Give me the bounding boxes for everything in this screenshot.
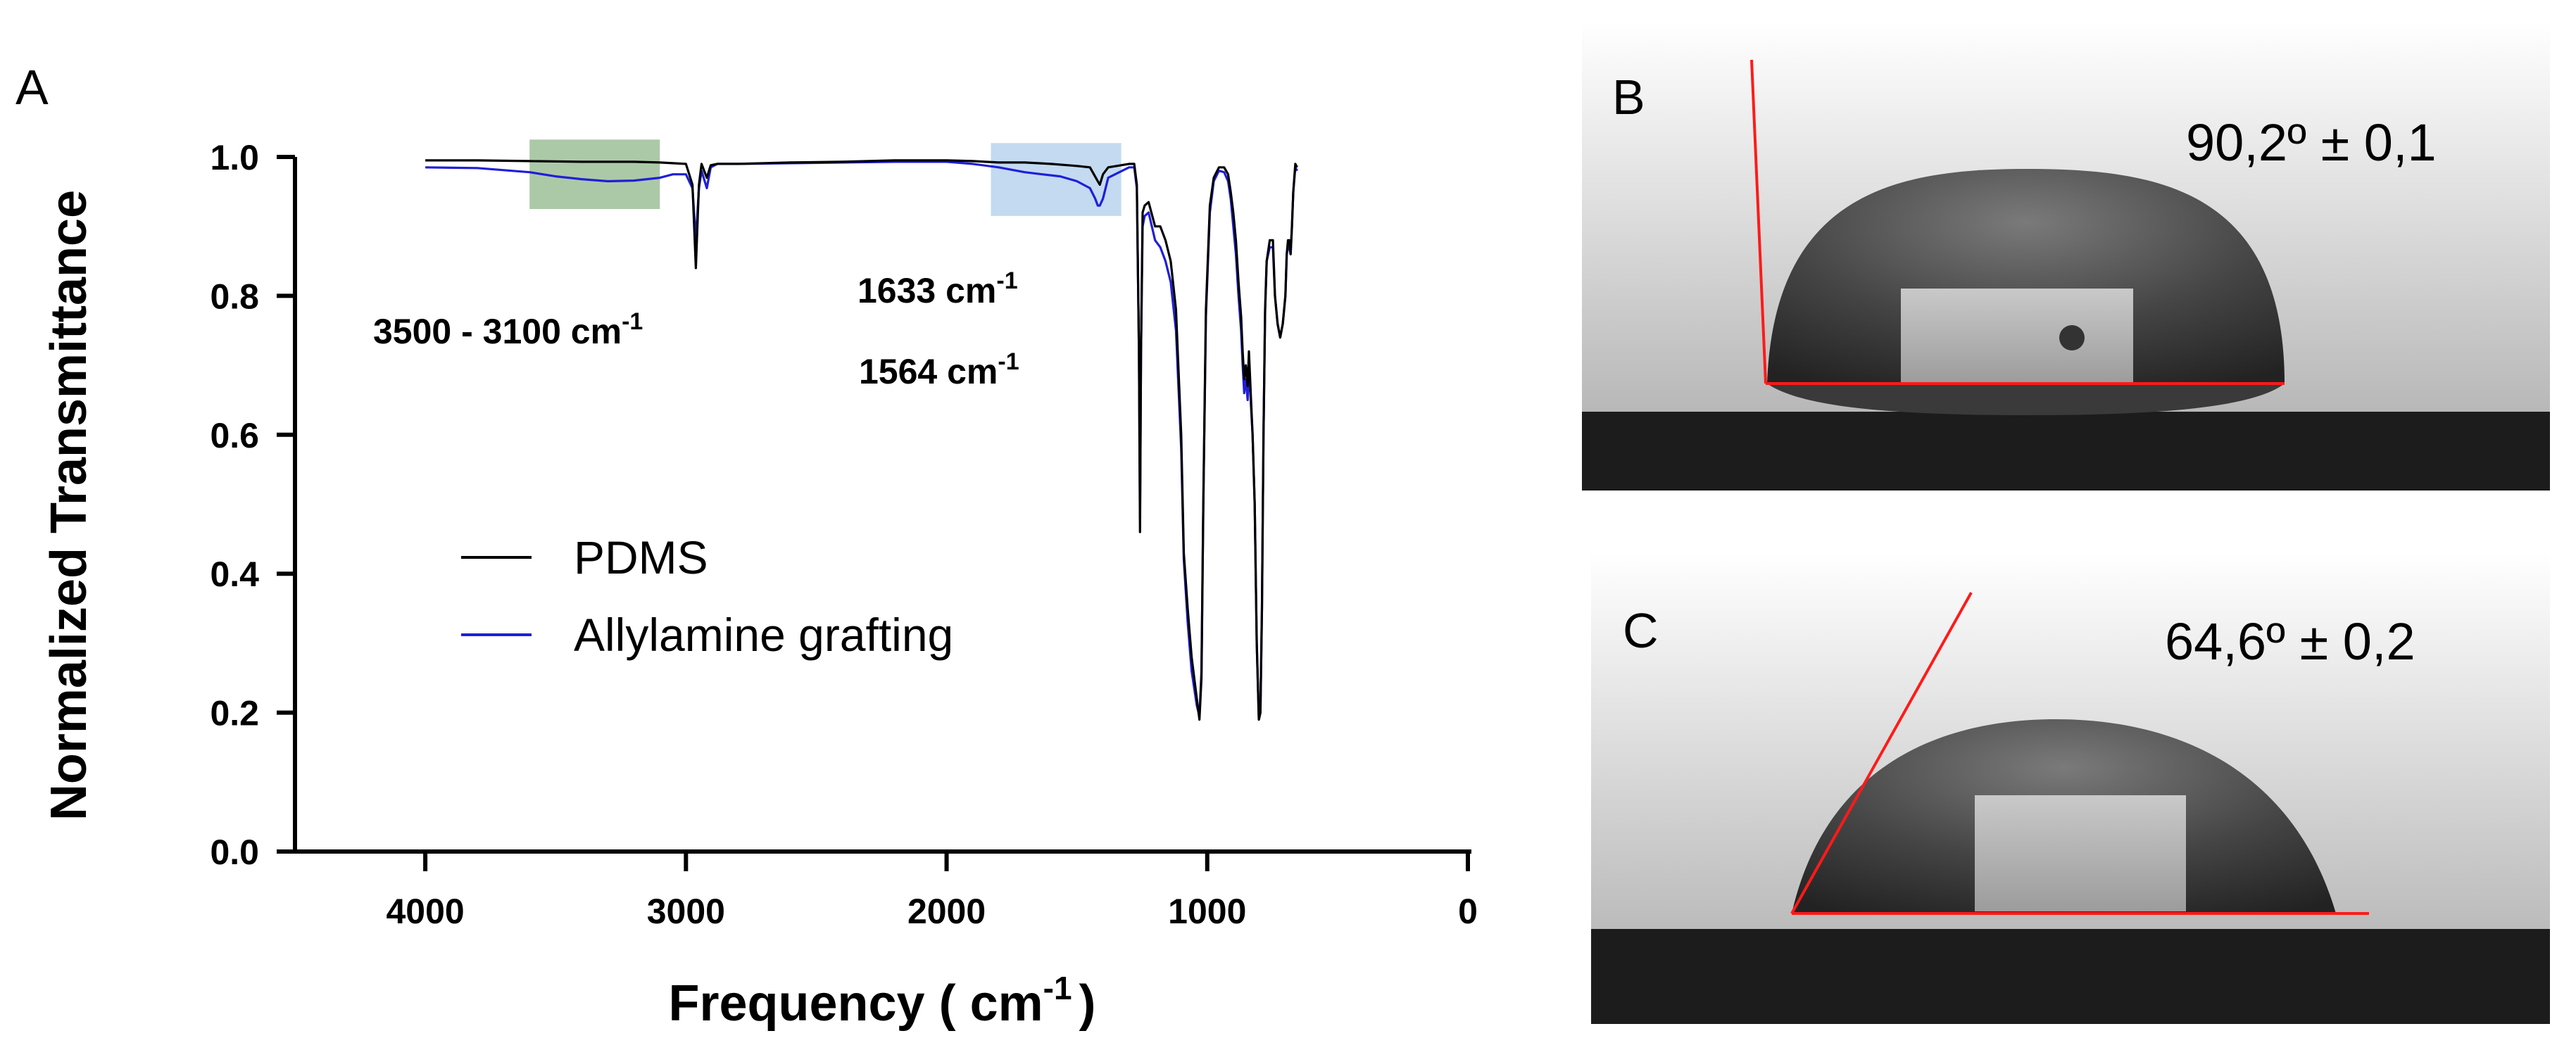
panel-b-droplet bbox=[1767, 169, 2285, 384]
ir-spectrum-chart: 0.0 0.2 0.4 0.6 0.8 1.0 4000 3000 2000 1000 0 Nor… bbox=[41, 138, 1478, 1032]
x-tick-label-3: 1000 bbox=[1168, 892, 1246, 931]
panel-c-contact-angle: 64,6º ± 0,2 bbox=[2165, 612, 2415, 671]
panel-b-substrate bbox=[1582, 412, 2550, 491]
annotation-1633: 1633 cm-1 bbox=[857, 267, 1018, 310]
annotation-3500-3100-sup: -1 bbox=[622, 308, 643, 335]
y-tick-label-2: 0.4 bbox=[210, 555, 259, 594]
panel-b-tangent-line bbox=[1750, 59, 1767, 384]
y-tick-label-0: 0.0 bbox=[210, 833, 259, 872]
panel-b-image bbox=[1582, 21, 2550, 491]
x-axis-title: Frequency ( cm-1) bbox=[668, 970, 1095, 1032]
panel-c-reflection bbox=[1975, 795, 2186, 911]
y-tick-label-3: 0.6 bbox=[210, 416, 259, 455]
panel-b-label: B bbox=[1612, 70, 1645, 125]
x-ticks: 4000 3000 2000 1000 0 bbox=[386, 852, 1478, 931]
panel-c-tangent-line bbox=[1790, 592, 1973, 914]
panel-b-contact-angle: 90,2º ± 0,1 bbox=[2186, 113, 2437, 172]
spectrum-series bbox=[425, 159, 1298, 721]
panel-c-substrate bbox=[1591, 929, 2550, 1024]
x-axis-title-tail: ) bbox=[1079, 975, 1096, 1032]
panel-b-bubble bbox=[2059, 325, 2085, 350]
annotation-1564-text: 1564 cm bbox=[859, 352, 998, 391]
annotation-1564-sup: -1 bbox=[998, 348, 1019, 375]
y-tick-label-5: 1.0 bbox=[210, 138, 259, 177]
y-ticks: 0.0 0.2 0.4 0.6 0.8 1.0 bbox=[210, 138, 295, 872]
x-tick-label-4: 0 bbox=[1458, 892, 1478, 931]
x-tick-label-2: 2000 bbox=[907, 892, 986, 931]
panel-c-label: C bbox=[1623, 603, 1659, 658]
annotation-3500-3100-text: 3500 - 3100 cm bbox=[373, 312, 622, 351]
highlight-bands bbox=[529, 139, 1121, 216]
annotation-1633-sup: -1 bbox=[996, 267, 1017, 294]
legend-label-pdms: PDMS bbox=[574, 531, 708, 583]
panel-c-image bbox=[1591, 552, 2550, 1024]
x-axis-title-sup: -1 bbox=[1043, 970, 1072, 1006]
y-tick-label-1: 0.2 bbox=[210, 694, 259, 733]
y-tick-label-4: 0.8 bbox=[210, 277, 259, 316]
x-tick-label-0: 4000 bbox=[386, 892, 464, 931]
legend-label-allylamine: Allylamine grafting bbox=[574, 609, 953, 661]
panel-b-droplet-reflection bbox=[1767, 384, 2285, 415]
series-line-pdms bbox=[425, 159, 1298, 721]
annotation-1564: 1564 cm-1 bbox=[859, 348, 1019, 391]
x-axis-title-main: Frequency ( cm bbox=[668, 975, 1043, 1032]
y-axis-title: Normalized Transmittance bbox=[41, 190, 97, 821]
highlight-band-0 bbox=[529, 139, 660, 210]
legend: PDMS Allylamine grafting bbox=[461, 531, 953, 661]
x-tick-label-1: 3000 bbox=[647, 892, 725, 931]
panel-b-reflection bbox=[1901, 289, 2133, 384]
annotation-3500-3100: 3500 - 3100 cm-1 bbox=[373, 308, 643, 351]
panel-a-label: A bbox=[15, 60, 49, 115]
annotation-1633-text: 1633 cm bbox=[857, 271, 996, 310]
